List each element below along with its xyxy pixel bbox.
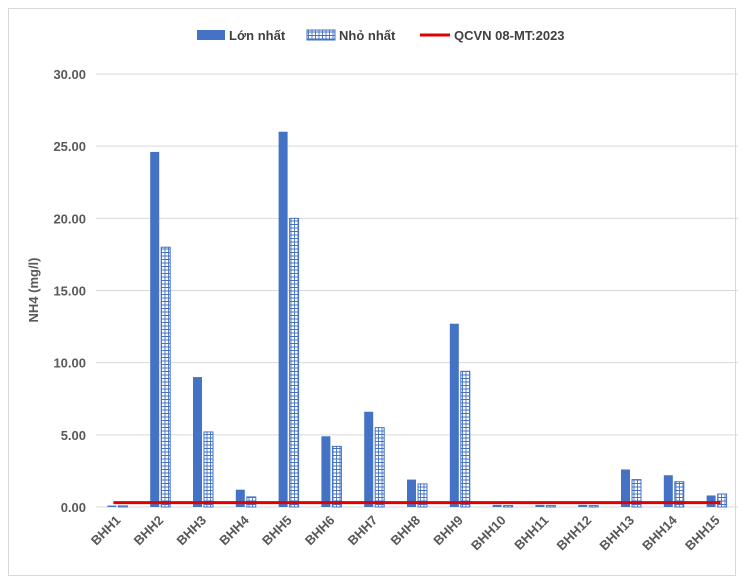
bar-min	[203, 431, 214, 508]
y-tick-label: 20.00	[53, 211, 86, 226]
bar-max	[407, 479, 416, 507]
y-tick-label: 15.00	[53, 284, 86, 299]
x-tick-label: BHH15	[682, 513, 723, 554]
bar-max	[449, 323, 459, 507]
x-tick-label: BHH2	[131, 513, 167, 549]
bar-min	[631, 479, 642, 508]
bar-max	[535, 504, 545, 507]
x-tick-label: BHH13	[596, 513, 637, 554]
legend: Lớn nhất Nhỏ nhất QCVN 08-MT:2023	[197, 28, 565, 43]
x-tick-label: BHH8	[387, 513, 423, 549]
bar-min	[588, 505, 599, 508]
x-tick-label: BHH4	[216, 512, 252, 548]
bar-max	[364, 411, 374, 507]
bar-min	[717, 493, 728, 508]
bar-max	[107, 505, 117, 507]
bar-min	[374, 427, 385, 508]
x-tick-label: BHH5	[259, 513, 295, 549]
x-tick-label: BHH9	[430, 513, 466, 549]
x-tick-label: BHH7	[345, 513, 381, 549]
bar-max	[663, 475, 673, 507]
bar-min	[674, 481, 685, 508]
y-tick-label: 25.00	[53, 139, 86, 154]
bar-max	[193, 377, 202, 507]
x-tick-label: BHH14	[639, 512, 680, 553]
legend-label-min: Nhỏ nhất	[339, 28, 396, 43]
bars	[107, 131, 728, 508]
x-tick-label: BHH12	[554, 513, 595, 554]
bar-min	[331, 445, 342, 508]
bar-max	[621, 469, 630, 507]
y-tick-label: 30.00	[53, 67, 86, 82]
legend-label-max: Lớn nhất	[229, 28, 286, 43]
x-tick-label: BHH6	[302, 513, 338, 549]
bar-max	[578, 504, 588, 507]
gridlines	[96, 73, 738, 508]
y-tick-label: 0.00	[61, 500, 86, 515]
legend-label-reference: QCVN 08-MT:2023	[454, 28, 565, 43]
bar-min	[503, 505, 514, 508]
x-tick-label: BHH3	[173, 513, 209, 549]
bar-min	[289, 217, 300, 508]
bar-min	[545, 505, 556, 508]
x-tick-label: BHH1	[88, 513, 124, 549]
y-axis-label: NH4 (mg/l)	[26, 258, 41, 323]
bar-min	[160, 246, 171, 508]
legend-swatch-max	[197, 30, 225, 40]
bar-max	[492, 504, 502, 507]
y-tick-label: 5.00	[61, 428, 86, 443]
bar-min	[460, 370, 471, 508]
legend-swatch-min	[306, 29, 336, 41]
bar-min	[417, 483, 428, 508]
bar-max	[235, 489, 245, 507]
x-tick-label: BHH10	[468, 513, 509, 554]
bar-max	[150, 151, 160, 507]
x-tick-labels: BHH1 BHH2 BHH3 BHH4 BHH5 BHH6 BHH7 BHH8 BHH9 BHH1…	[88, 512, 723, 553]
bar-min	[117, 505, 128, 508]
y-tick-labels: 0.00 5.00 10.00 15.00 20.00 25.00 30.00	[53, 67, 86, 515]
bar-max	[278, 131, 288, 507]
y-tick-label: 10.00	[53, 356, 86, 371]
x-tick-label: BHH11	[511, 513, 551, 553]
bar-max	[321, 436, 331, 507]
